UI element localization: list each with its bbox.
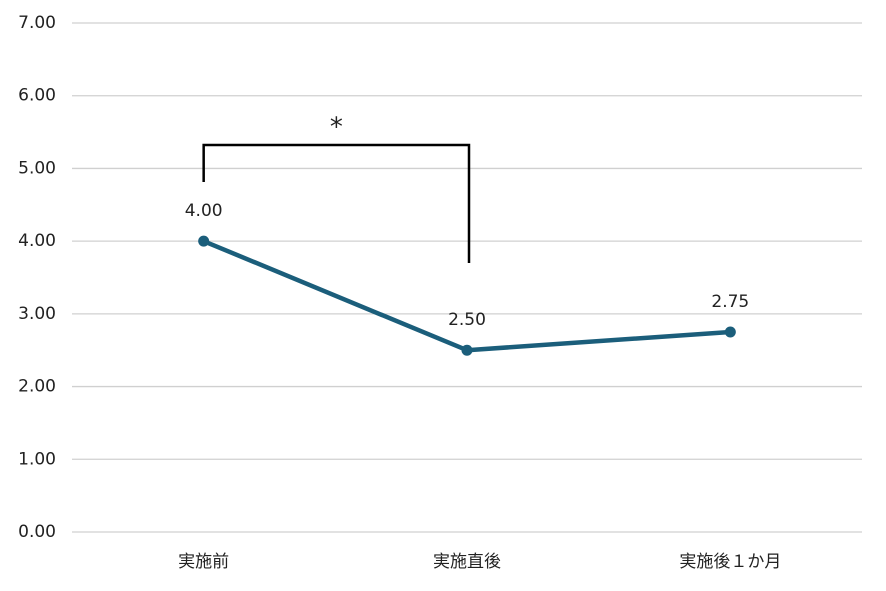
x-tick-label: 実施前 xyxy=(178,552,229,572)
y-tick-label: 0.00 xyxy=(18,522,56,542)
y-tick-label: 5.00 xyxy=(18,158,56,178)
y-tick-label: 6.00 xyxy=(18,86,56,106)
x-tick-label: 実施後１か月 xyxy=(679,552,781,572)
x-tick-label: 実施直後 xyxy=(433,552,501,572)
y-tick-label: 7.00 xyxy=(18,13,56,33)
value-label: 2.75 xyxy=(711,292,749,312)
y-tick-label: 1.00 xyxy=(18,449,56,469)
value-label: 4.00 xyxy=(185,201,223,221)
y-tick-label: 3.00 xyxy=(18,304,56,324)
y-tick-label: 4.00 xyxy=(18,231,56,251)
annotation: * xyxy=(330,113,343,143)
point xyxy=(198,235,210,247)
y-tick-label: 2.00 xyxy=(18,377,56,397)
point xyxy=(724,326,736,338)
point xyxy=(461,344,473,356)
significance-bracket xyxy=(202,143,471,263)
value-label: 2.50 xyxy=(448,310,486,330)
line xyxy=(202,239,731,353)
